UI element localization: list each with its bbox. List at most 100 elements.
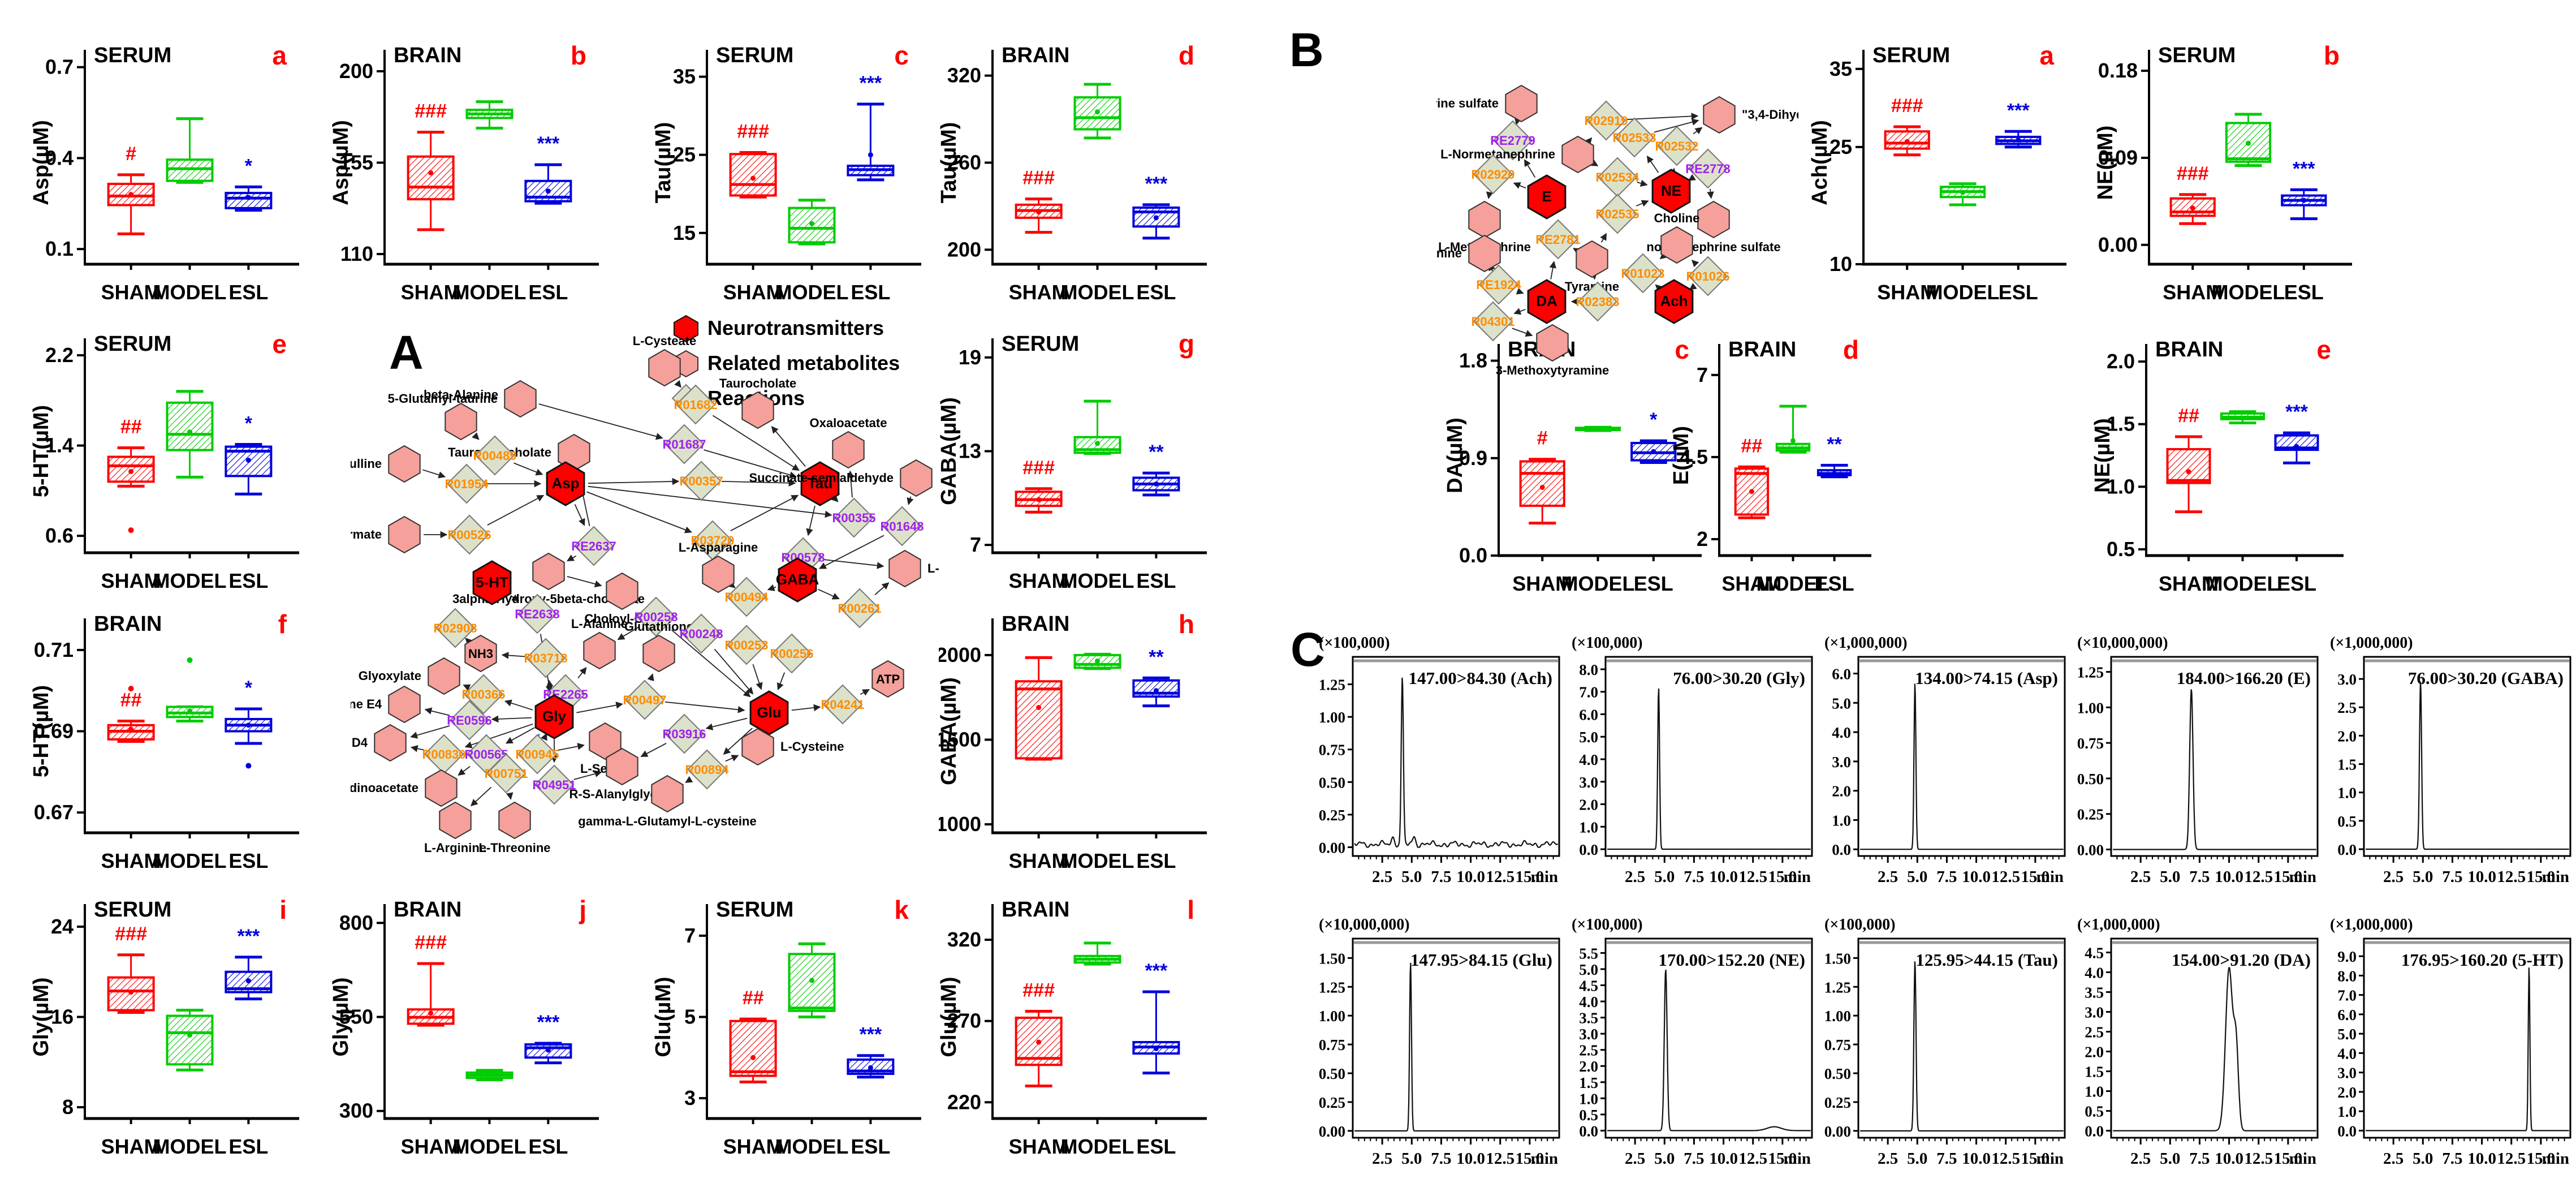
y-axis-title: 5-HT(µM) [31,405,53,497]
node-label: Leukotriene D4 [351,735,368,750]
y-tick-label: 800 [339,911,373,934]
node-R02532: R02532 [1655,126,1699,166]
chromatogram-svg-c-e: (×10,000,000) 184.00>166.20 (E) 0.00 0.25 0.… [2077,634,2319,886]
box-SHAM: ### [407,932,455,1027]
chromatogram-c-tau: (×100,000) 125.95>44.15 (Tau) 0.00 0.25 0.50… [1816,913,2069,1183]
y-tick-label: 13 [959,440,981,463]
node-R02908: R02908 [433,608,477,648]
y-tick-label: 0.50 [1824,1065,1851,1082]
category-label: ESL [228,281,268,304]
reaction-label: RE2779 [1490,134,1535,148]
y-tick-label: 0.0 [2337,1122,2357,1139]
significance-marker: ## [1741,435,1763,457]
significance-marker: *** [2007,100,2030,121]
node-L-Alanine: L-Alanine [571,617,628,670]
category-label: SHAM [1512,572,1572,595]
reaction-label: R01682 [674,398,717,412]
y-tick-label: 0.0 [1579,841,1598,858]
x-axis-unit: min [2289,868,2316,886]
y-tick-label: 0.75 [1319,742,1345,759]
x-axis-unit: min [2289,1150,2316,1168]
box-SHAM: ## [107,416,155,534]
y-tick-label: 0.9 [1459,446,1487,470]
box-MODEL [166,657,214,723]
category-label: ESL [528,281,568,304]
x-tick-label: 5.0 [1907,868,1927,886]
y-tick-label: 10 [1829,252,1852,276]
y-tick-label: 0.0 [2337,841,2357,858]
node-R00497: R00497 [623,679,667,720]
box-SHAM: # [107,143,155,235]
reaction-label: R00489 [473,449,516,463]
node-label: 5-HT [476,574,508,591]
legend-label: Related metabolites [707,351,900,375]
y-tick-label: 7 [970,533,981,556]
scale-label: (×1,000,000) [1824,634,1908,652]
node-NE: NE [1651,169,1691,214]
x-tick-label: 7.5 [1684,868,1704,886]
y-tick-label: 0.25 [1319,1094,1345,1111]
significance-marker: *** [860,1024,882,1046]
node-label: Glyoxylate [359,669,421,683]
y-tick-label: 200 [339,59,373,83]
category-label: MODEL [775,281,849,304]
x-axis-unit: min [1531,868,1558,886]
category-label: SHAM [101,281,161,304]
transition-label: 154.00>91.20 (DA) [2172,950,2311,970]
chromatogram-trace [2366,681,2569,850]
significance-marker: *** [860,72,882,94]
y-tick-label: 1.5 [1579,1074,1598,1091]
y-tick-label: 1.8 [1459,349,1487,372]
significance-marker: # [126,143,136,165]
reaction-label: R00894 [685,763,729,777]
x-tick-label: 12.5 [1991,868,2020,886]
node-Glu: Glu [749,690,789,735]
category-label: SHAM [1877,281,1937,304]
significance-marker: ### [1022,457,1055,479]
x-tick-label: 12.5 [1991,1150,2020,1168]
significance-marker: ### [415,932,447,953]
subpanel-letter: a [272,41,287,70]
y-tick-label: 0.0 [1832,841,1851,858]
reaction-label: R00830 [422,747,465,762]
significance-marker: ** [1149,646,1164,668]
y-axis-title: GABA(µM) [939,677,961,785]
node-Oxaloacetate: Oxaloacetate [810,416,887,469]
y-tick-label: 3.0 [2337,1065,2357,1082]
y-tick-label: 6.0 [1579,706,1598,723]
x-tick-label: 7.5 [1431,868,1451,886]
y-tick-label: 2.0 [1579,1058,1598,1075]
reaction-label: R03720 [691,534,734,548]
node-Guanidinoacetate: Guanidinoacetate [351,769,458,807]
node-L-Asparagine: L-Asparagine [679,540,758,593]
x-axis-unit: min [1531,1150,1558,1168]
chromatogram-c-ach: (×100,000) 147.00>84.30 (Ach) 0.00 0.25 0.50… [1311,631,1564,901]
node-label: DA [1536,292,1557,309]
box-ESL: ** [1132,646,1180,708]
y-tick-label: 4.5 [2085,945,2104,962]
y-tick-label: 1.50 [1319,950,1345,967]
category-label: MODEL [1757,572,1830,595]
node-R00945: R00945 [515,734,559,775]
tissue-title: SERUM [94,44,171,67]
x-tick-label: 5.0 [1654,868,1675,886]
box-ESL: *** [847,1024,895,1079]
boxplot-Bb: 0.00 0.09 0.18 NE(µM) SERUM b ### SHAM MODEL *** E… [2095,33,2355,314]
y-tick-label: 0.0 [2085,1123,2104,1140]
box-ESL: *** [1132,960,1180,1075]
transition-label: 147.00>84.30 (Ach) [1409,668,1552,688]
chromatogram-svg-c-ach: (×100,000) 147.00>84.30 (Ach) 0.00 0.25 0.50… [1319,634,1560,886]
node-Ach: Ach [1654,279,1694,324]
box-SHAM: ### [1884,95,1930,157]
category-label: ESL [2277,572,2316,595]
node-label: L-Asparagine [679,540,758,554]
node-Glyoxylate: Glyoxylate [359,657,460,695]
y-tick-label: 4.0 [2085,965,2104,982]
significance-marker: ** [1827,433,1842,455]
node-label: L-Threonine [478,841,550,855]
